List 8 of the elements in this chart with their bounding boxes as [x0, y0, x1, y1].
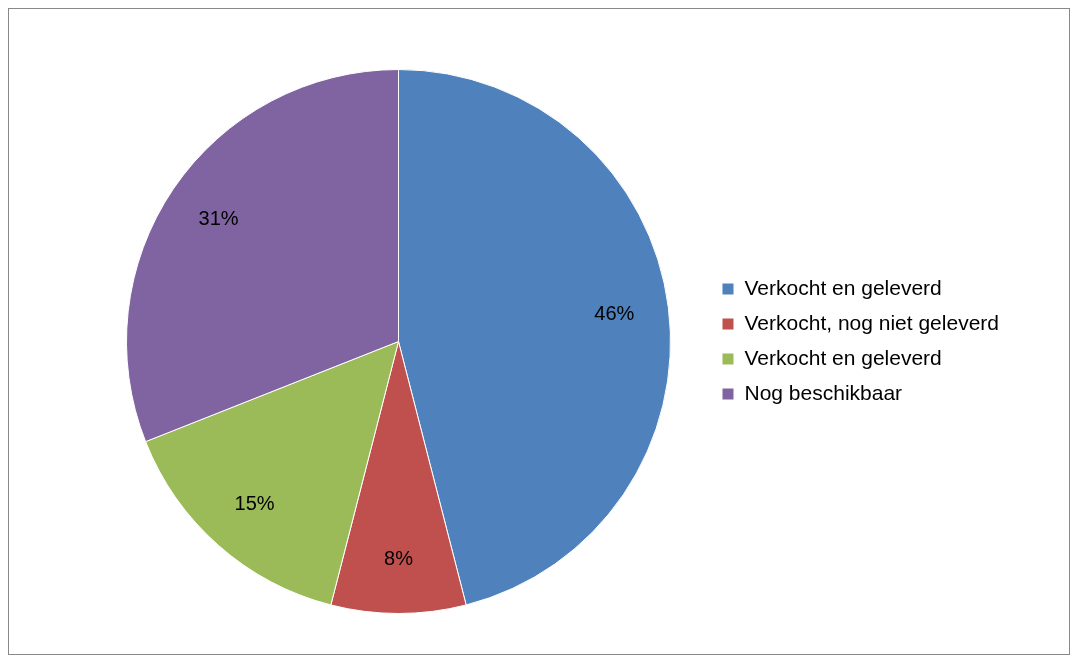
data-label: 46%	[594, 301, 635, 324]
data-label: 31%	[198, 206, 239, 229]
data-label: 15%	[234, 492, 275, 515]
legend-label: Verkocht en geleverd	[744, 345, 942, 369]
legend-label: Verkocht en geleverd	[744, 275, 942, 299]
data-label: 8%	[384, 546, 414, 569]
legend-label: Verkocht, nog niet geleverd	[744, 310, 1000, 334]
legend-label: Nog beschikbaar	[744, 380, 903, 404]
